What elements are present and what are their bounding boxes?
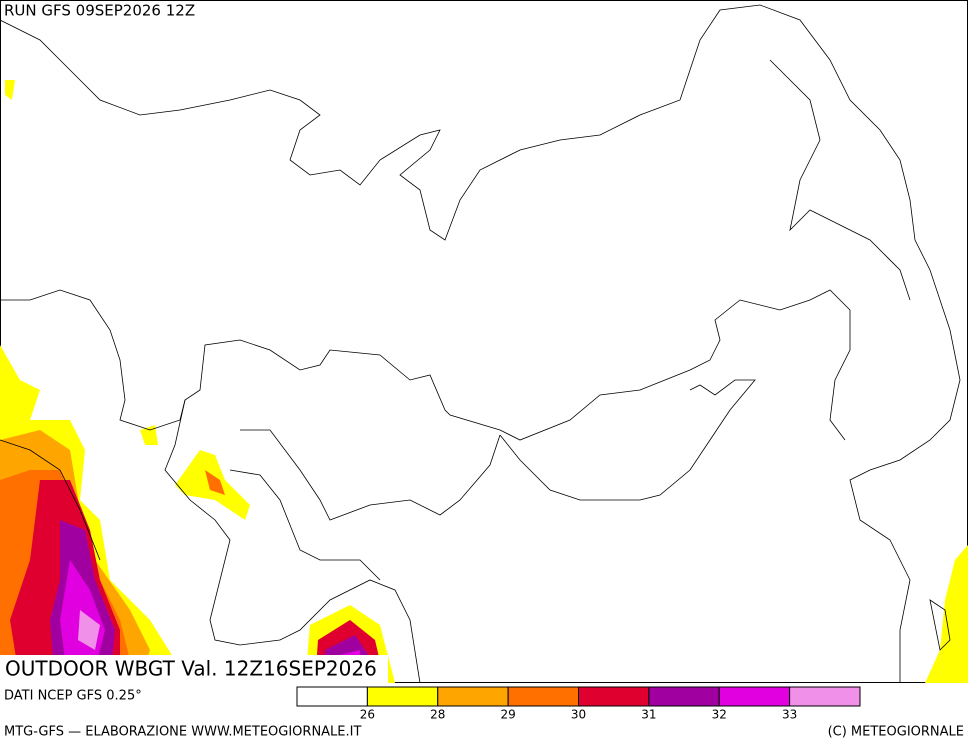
run-label: RUN GFS 09SEP2026 12Z <box>4 2 195 20</box>
credit-label: MTG-GFS — ELABORAZIONE WWW.METEOGIORNALE… <box>4 725 361 740</box>
copyright-label: (C) METEOGIORNALE <box>828 725 964 740</box>
legend-label: 26 <box>360 708 375 722</box>
legend-swatch <box>366 686 439 707</box>
legend-swatch <box>578 686 650 707</box>
map-area <box>0 0 968 684</box>
legend-swatch <box>437 686 509 707</box>
legend-label: 32 <box>712 708 727 722</box>
legend-label: 28 <box>430 708 445 722</box>
source-label: DATI NCEP GFS 0.25° <box>4 689 142 704</box>
map-title: OUTDOOR WBGT Val. 12Z16SEP2026 <box>5 657 377 681</box>
legend-swatch <box>296 686 368 707</box>
coastlines-borders <box>0 4 961 684</box>
legend-swatch <box>789 686 861 707</box>
legend-swatch <box>507 686 579 707</box>
legend-swatch <box>648 686 720 707</box>
legend-label: 29 <box>500 708 515 722</box>
legend-label: 33 <box>782 708 797 722</box>
legend-label: 30 <box>571 708 586 722</box>
color-legend: 26 28 29 30 31 32 33 <box>296 686 861 722</box>
legend-label: 31 <box>641 708 656 722</box>
legend-swatch <box>718 686 791 707</box>
title-box <box>0 655 388 683</box>
map-frame <box>0 0 968 683</box>
